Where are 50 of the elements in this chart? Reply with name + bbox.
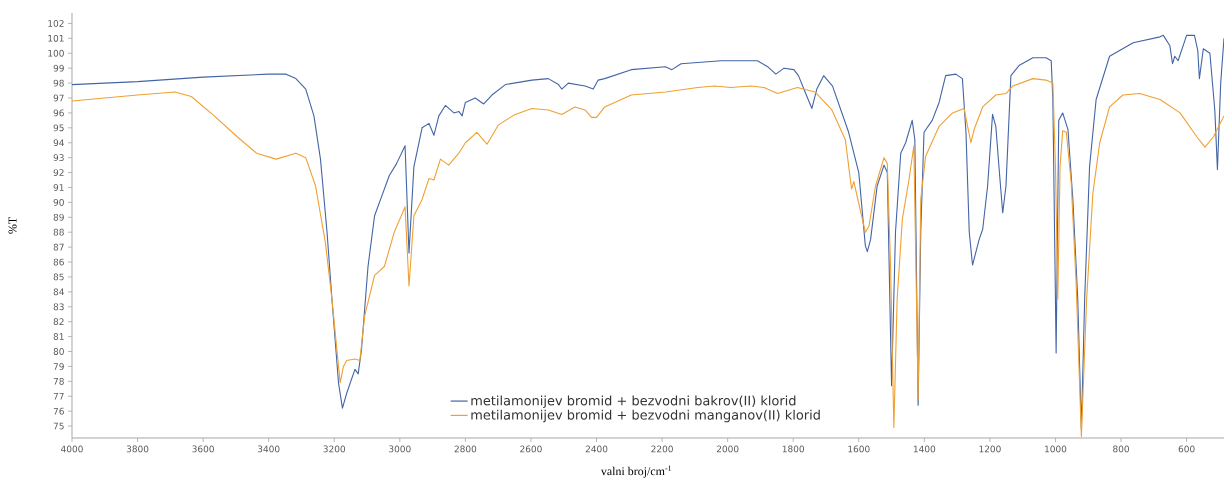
x-tick-label: 2200 — [651, 445, 673, 453]
y-tick-label: 94 — [53, 139, 64, 147]
x-tick-label: 3800 — [126, 445, 149, 453]
y-tick-label: 99 — [53, 64, 64, 72]
x-tick-label: 2600 — [520, 445, 542, 453]
y-tick-label: 84 — [53, 288, 64, 296]
y-tick-label: 85 — [53, 273, 64, 281]
y-tick-label: 79 — [53, 363, 64, 370]
y-tick-label: 98 — [53, 79, 64, 87]
y-tick-label: 101 — [48, 34, 64, 42]
x-axis-title: valni broj/cm$^{-1}$ — [600, 465, 672, 478]
y-tick-label: 78 — [53, 377, 64, 385]
y-tick-label: 75 — [53, 422, 64, 430]
y-tick-label: 81 — [53, 333, 64, 340]
y-tick-label: 102 — [48, 20, 64, 27]
x-tick-label: 2400 — [585, 445, 608, 453]
y-tick-label: 91 — [53, 184, 64, 191]
x-tick-label: 3400 — [257, 445, 280, 453]
x-tick-label: 600 — [1178, 445, 1195, 453]
y-tick-label: 77 — [53, 392, 64, 400]
legend-label: metilamonijev bromid + bezvodni manganov(II) klorid — [471, 409, 820, 423]
y-tick-label: 80 — [53, 348, 64, 355]
x-tick-label: 3200 — [323, 445, 346, 453]
x-tick-label: 3600 — [192, 445, 214, 453]
x-tick-label: 1400 — [913, 445, 936, 453]
y-tick-label: 95 — [53, 124, 64, 132]
x-tick-label: 2800 — [454, 445, 477, 453]
x-tick-label: 800 — [1113, 445, 1129, 453]
x-tick-label: 2000 — [716, 445, 739, 453]
x-tick-label: 1000 — [1045, 445, 1067, 453]
x-tick-label: 1600 — [848, 445, 870, 453]
y-axis-title: %T — [8, 217, 17, 234]
y-tick-label: 97 — [53, 94, 64, 102]
x-tick-label: 1200 — [979, 445, 1001, 453]
y-tick-label: 83 — [53, 303, 64, 311]
y-tick-label: 96 — [53, 109, 64, 117]
y-tick-label: 89 — [53, 213, 64, 221]
y-tick-label: 100 — [48, 49, 64, 57]
x-tick-label: 4000 — [61, 445, 83, 453]
x-tick-label: 1800 — [782, 445, 805, 453]
y-tick-label: 90 — [53, 198, 64, 206]
y-tick-label: 86 — [53, 258, 64, 266]
y-tick-label: 87 — [53, 243, 64, 251]
legend-label: metilamonijev bromid + bezvodni bakrov(II) klorid — [471, 395, 796, 408]
y-tick-label: 92 — [53, 169, 64, 176]
y-tick-label: 93 — [53, 154, 64, 162]
x-tick-label: 3000 — [389, 445, 411, 453]
y-tick-label: 82 — [53, 318, 64, 326]
y-tick-label: 88 — [53, 228, 64, 236]
y-tick-label: 76 — [53, 407, 64, 415]
